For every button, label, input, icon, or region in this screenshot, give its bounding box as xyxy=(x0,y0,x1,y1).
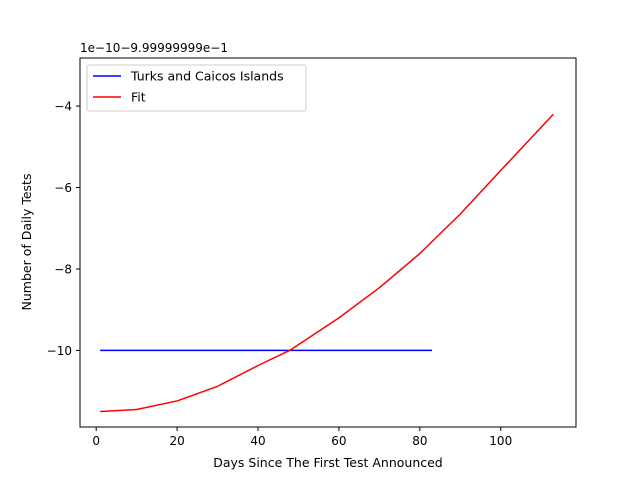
x-tick-label: 80 xyxy=(412,434,427,448)
x-tick-label: 20 xyxy=(169,434,184,448)
x-tick-label: 100 xyxy=(489,434,512,448)
x-tick-label: 0 xyxy=(92,434,100,448)
series-line-1 xyxy=(100,113,554,413)
y-tick-label: −4 xyxy=(54,100,72,114)
y-tick-label: −10 xyxy=(47,344,72,358)
y-tick-label: −6 xyxy=(54,181,72,195)
x-tick-label: 60 xyxy=(331,434,346,448)
x-axis-label: Days Since The First Test Announced xyxy=(213,455,443,470)
plot-area xyxy=(80,58,576,427)
plot-frame xyxy=(79,57,577,428)
x-tick-label: 40 xyxy=(250,434,265,448)
legend: Turks and Caicos Islands Fit xyxy=(86,64,307,112)
offset-text: 1e−10−9.99999999e−1 xyxy=(80,41,228,55)
x-axis-ticks: 0 20 40 60 80 100 xyxy=(92,427,512,448)
series-layer xyxy=(100,113,554,413)
legend-label-series-1: Fit xyxy=(131,90,146,105)
y-axis-ticks: −10 −8 −6 −4 xyxy=(47,100,80,358)
y-tick-label: −8 xyxy=(54,262,72,276)
y-axis-label: Number of Daily Tests xyxy=(19,174,34,311)
legend-label-series-0: Turks and Caicos Islands xyxy=(130,69,284,84)
legend-box xyxy=(86,64,307,112)
